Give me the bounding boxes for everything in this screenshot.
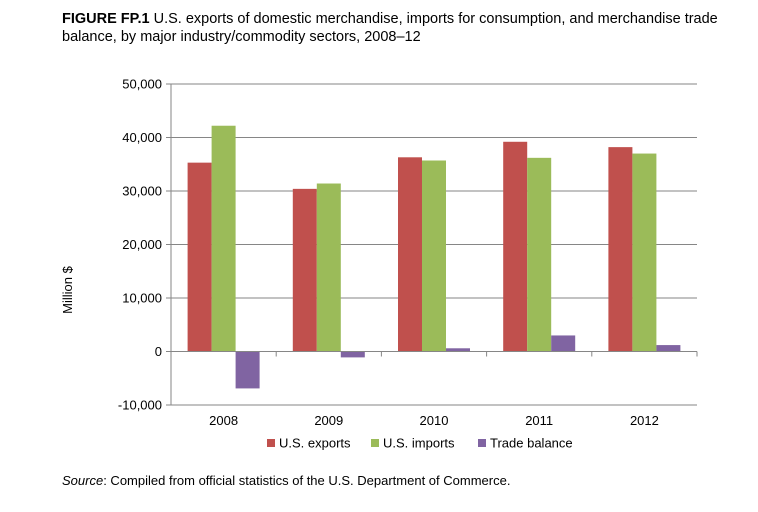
y-tick-label: 50,000: [122, 77, 162, 92]
bar-u-s-exports-2008: [187, 162, 212, 352]
y-tick-label: 40,000: [122, 130, 162, 145]
x-tick-label: 2010: [420, 413, 449, 428]
figure-caption: U.S. exports of domestic merchandise, im…: [62, 11, 718, 45]
x-tick-label: 2009: [314, 413, 343, 428]
y-tick-label: 20,000: [122, 237, 162, 252]
x-tick-label: 2011: [525, 413, 553, 428]
legend-swatch: [478, 439, 486, 447]
figure-title: FIGURE FP.1 U.S. exports of domestic mer…: [62, 10, 742, 46]
legend-swatch: [371, 439, 379, 447]
bar-u-s-imports-2012: [632, 153, 657, 352]
x-tick-label: 2008: [209, 413, 238, 428]
bar-u-s-exports-2010: [398, 157, 422, 352]
legend-swatch: [267, 439, 275, 447]
legend-label: Trade balance: [490, 436, 573, 451]
y-tick-label: 30,000: [122, 184, 162, 199]
figure-label: FIGURE FP.1: [62, 11, 150, 27]
x-tick-label: 2012: [630, 413, 659, 428]
bar-trade-balance-2008: [235, 351, 260, 389]
y-tick-label: 10,000: [122, 291, 162, 306]
legend-label: U.S. imports: [383, 436, 455, 451]
source-note: Source: Compiled from official statistic…: [62, 473, 510, 488]
bar-u-s-imports-2008: [211, 125, 236, 352]
bar-u-s-exports-2009: [292, 188, 317, 352]
bar-u-s-imports-2010: [422, 160, 446, 352]
bar-trade-balance-2012: [656, 345, 681, 352]
bar-trade-balance-2010: [446, 348, 470, 352]
y-tick-label: -10,000: [118, 398, 162, 413]
bar-u-s-exports-2011: [503, 141, 528, 352]
bar-u-s-exports-2012: [608, 147, 633, 352]
legend-label: U.S. exports: [279, 436, 351, 451]
source-label: Source: [62, 473, 104, 488]
bar-trade-balance-2009: [340, 351, 365, 358]
bar-u-s-imports-2011: [527, 157, 552, 352]
source-text: : Compiled from official statistics of t…: [103, 473, 511, 488]
y-axis-label: Million $: [60, 265, 75, 313]
y-tick-label: 0: [155, 344, 162, 359]
bar-u-s-imports-2009: [316, 183, 341, 352]
bar-trade-balance-2011: [551, 335, 576, 352]
